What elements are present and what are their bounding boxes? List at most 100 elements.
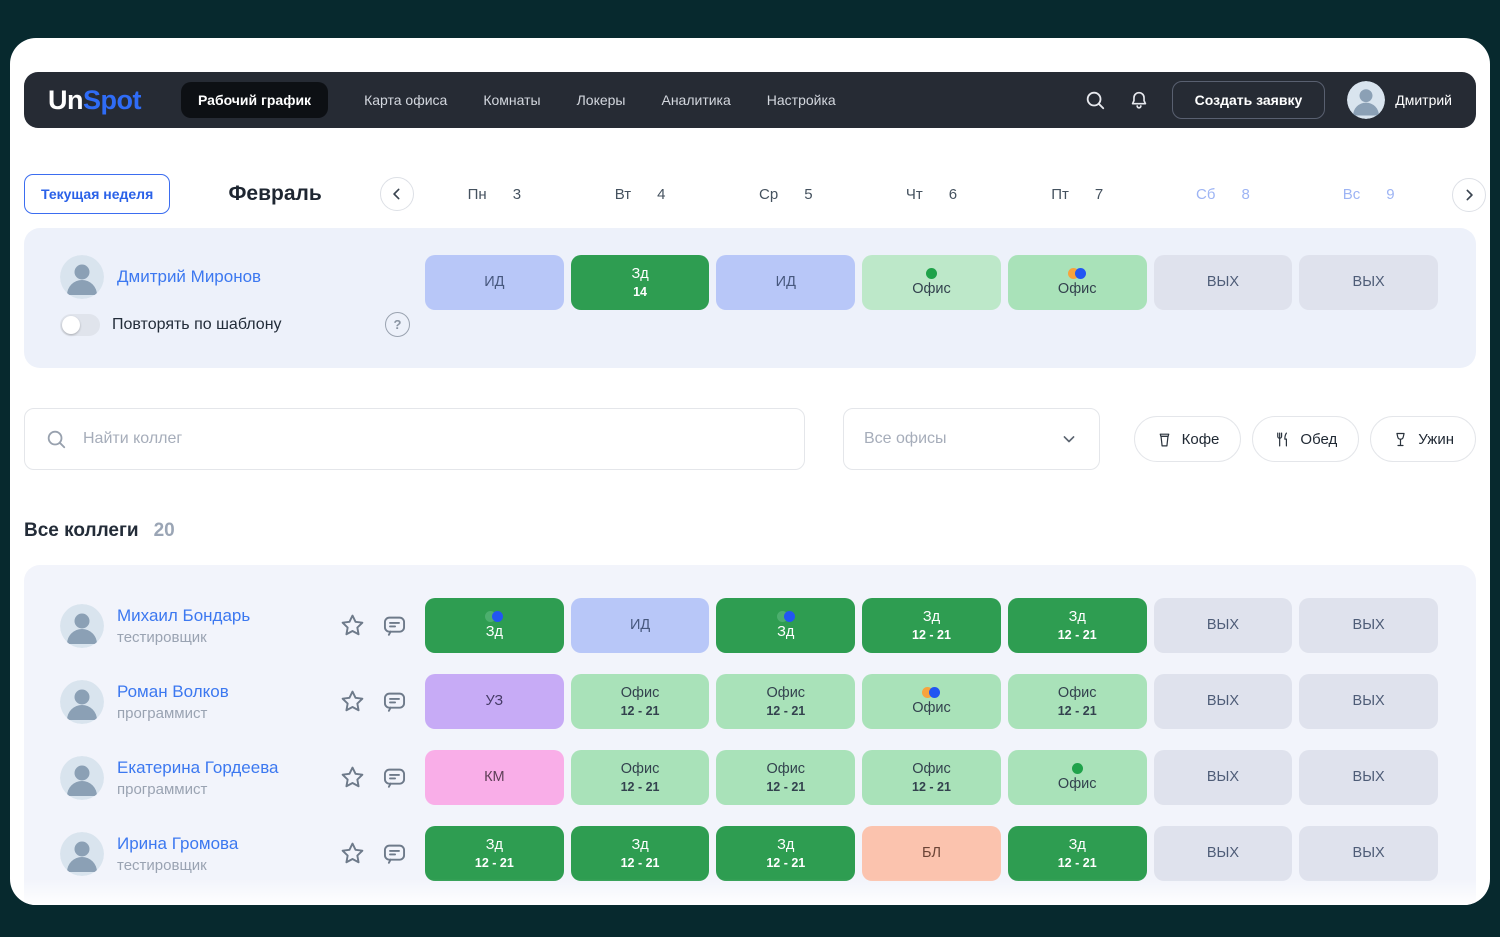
cell-label: Зд [922,608,941,625]
schedule-cell-tue[interactable]: ИД [570,598,710,653]
schedule-cell-wed[interactable]: Офис 12 - 21 [716,750,856,805]
create-request-button[interactable]: Создать заявку [1171,81,1326,119]
day-header-thu[interactable]: Чт 6 [862,172,1001,216]
schedule-cell-fri[interactable]: Офис [1007,255,1147,310]
schedule-cell-thu[interactable]: БЛ [862,826,1001,881]
cell-label: Офис [912,281,951,298]
unspot-logo[interactable]: UnSpot [48,85,142,116]
schedule-cell-sat[interactable]: ВЫХ [1153,674,1293,729]
search-input[interactable] [81,429,784,449]
schedule-cell-tue[interactable]: Офис 12 - 21 [570,674,710,729]
schedule-cell-sat[interactable]: ВЫХ [1153,826,1293,881]
day-header-sun[interactable]: Вс 9 [1299,172,1438,216]
schedule-cell-mon[interactable]: Зд 12 - 21 [425,826,564,881]
chat-icon[interactable] [381,612,408,639]
schedule-cell-fri[interactable]: Офис [1007,750,1147,805]
schedule-cell-thu[interactable]: Офис [862,255,1001,310]
lunch-button[interactable]: Обед [1252,416,1360,462]
presence-dots [1068,267,1087,279]
schedule-cell-wed[interactable]: ИД [716,255,856,310]
nav-item-settings[interactable]: Настройка [766,92,836,108]
schedule-cell-mon[interactable]: Зд [425,598,564,653]
schedule-cell-mon[interactable]: УЗ [425,674,564,729]
my-name-link[interactable]: Дмитрий Миронов [117,267,262,286]
colleague-name-link[interactable]: Михаил Бондарь [117,605,251,625]
schedule-cell-tue[interactable]: Офис 12 - 21 [570,750,710,805]
colleague-role: программист [117,704,208,722]
favorite-star-icon[interactable] [339,688,366,715]
schedule-cell-fri[interactable]: Зд 12 - 21 [1007,826,1147,881]
schedule-cell-mon[interactable]: ИД [425,255,564,310]
colleagues-heading: Все коллеги 20 [24,520,175,542]
day-header-mon[interactable]: Пн 3 [425,172,564,216]
office-filter-select[interactable]: Все офисы [843,408,1100,470]
schedule-cell-sun[interactable]: ВЫХ [1299,674,1438,729]
nav-item-lockers[interactable]: Локеры [576,92,626,108]
favorite-star-icon[interactable] [339,612,366,639]
schedule-cell-thu[interactable]: Офис [862,674,1001,729]
day-date: 5 [804,185,813,203]
dinner-button[interactable]: Ужин [1370,416,1476,462]
avatar [60,255,104,299]
cell-label: ВЫХ [1206,617,1240,634]
schedule-cell-fri[interactable]: Зд 12 - 21 [1007,598,1147,653]
colleague-name-link[interactable]: Ирина Громова [117,833,239,853]
schedule-cell-sun[interactable]: ВЫХ [1299,750,1438,805]
schedule-cell-wed[interactable]: Зд [716,598,856,653]
next-week-button[interactable] [1452,178,1486,212]
user-name: Дмитрий [1395,92,1452,108]
nav-item-work-schedule[interactable]: Рабочий график [181,82,329,118]
colleagues-title: Все коллеги [24,520,139,541]
favorite-star-icon[interactable] [339,840,366,867]
filters-row: Все офисы Кофе Обед Ужин [24,408,1476,472]
search-icon [45,428,67,450]
day-header-wed[interactable]: Ср 5 [716,172,855,216]
office-filter-value: Все офисы [864,430,947,447]
colleague-name-link[interactable]: Роман Волков [117,681,229,701]
day-label: Вт [614,185,632,203]
schedule-cell-wed[interactable]: Зд 12 - 21 [716,826,856,881]
colleague-search[interactable] [24,408,805,470]
nav-item-office-map[interactable]: Карта офиса [364,92,448,108]
schedule-cell-sun[interactable]: ВЫХ [1299,598,1438,653]
chat-icon[interactable] [381,840,408,867]
day-header-sat[interactable]: Сб 8 [1154,172,1293,216]
day-label: Сб [1196,185,1216,203]
day-date: 7 [1094,185,1104,203]
repeat-template-toggle[interactable] [60,313,100,336]
meal-label: Ужин [1418,430,1454,448]
chat-icon[interactable] [381,688,408,715]
coffee-button[interactable]: Кофе [1133,416,1242,462]
nav-item-rooms[interactable]: Комнаты [483,92,541,108]
help-icon[interactable]: ? [385,312,410,337]
schedule-cell-mon[interactable]: КМ [425,750,564,805]
schedule-cell-thu[interactable]: Офис 12 - 21 [862,750,1001,805]
schedule-cell-tue[interactable]: Зд 14 [570,255,710,310]
day-header-fri[interactable]: Пт 7 [1008,172,1147,216]
avatar [1347,81,1385,119]
schedule-cell-thu[interactable]: Зд 12 - 21 [862,598,1001,653]
month-title[interactable]: Февраль [228,182,322,205]
day-header-tue[interactable]: Вт 4 [571,172,710,216]
notifications-bell-icon[interactable] [1128,89,1150,111]
favorite-star-icon[interactable] [339,764,366,791]
colleagues-panel: Михаил Бондарь тестировщик Зд ИД Зд Зд 12… [24,565,1476,905]
chat-icon[interactable] [381,764,408,791]
prev-week-button[interactable] [380,177,414,211]
nav-item-analytics[interactable]: Аналитика [661,92,731,108]
schedule-cell-wed[interactable]: Офис 12 - 21 [716,674,856,729]
search-icon[interactable] [1084,89,1106,111]
current-week-button[interactable]: Текущая неделя [24,174,171,214]
colleague-name-link[interactable]: Екатерина Гордеева [117,757,279,777]
schedule-cell-sun[interactable]: ВЫХ [1299,826,1438,881]
schedule-cell-sat[interactable]: ВЫХ [1153,750,1293,805]
schedule-cell-sat[interactable]: ВЫХ [1153,598,1293,653]
schedule-cell-fri[interactable]: Офис 12 - 21 [1007,674,1147,729]
day-label: Ср [759,185,779,203]
schedule-cell-sat[interactable]: ВЫХ [1153,255,1293,310]
schedule-cell-sun[interactable]: ВЫХ [1299,255,1438,310]
schedule-cell-tue[interactable]: Зд 12 - 21 [570,826,710,881]
day-date: 4 [657,185,666,203]
cell-label: ВЫХ [1352,617,1385,634]
user-menu[interactable]: Дмитрий [1347,81,1452,119]
